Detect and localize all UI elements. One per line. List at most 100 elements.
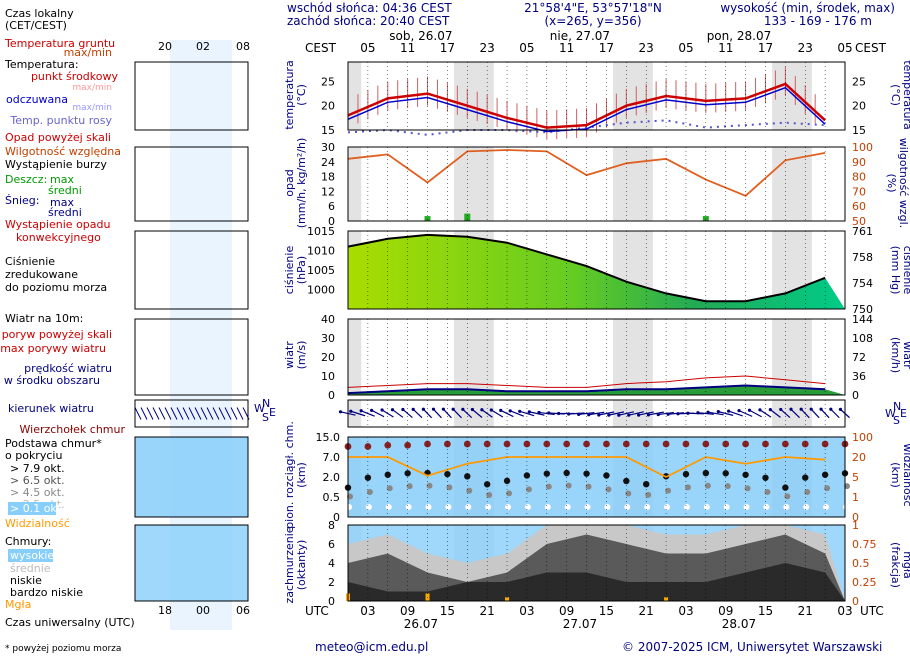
wind-arrow <box>578 412 595 415</box>
wind-tick: 10 <box>321 370 335 383</box>
cloud-base-dot-mid <box>744 485 751 492</box>
copyright: © 2007-2025 ICM, Uniwersytet Warszawski <box>622 640 882 654</box>
fog-tick: 1 <box>852 519 859 532</box>
wind-arrow-head <box>716 410 720 414</box>
top-hour-label: 11 <box>400 41 415 55</box>
wind-arrow-head <box>557 411 561 416</box>
top-hour-label: 17 <box>599 41 614 55</box>
panel-frame <box>347 524 846 602</box>
night-band <box>613 147 653 221</box>
cloud-base-dot-low <box>703 504 710 510</box>
wind-arrow-head <box>789 407 793 411</box>
cloud-base-dot-low <box>485 504 492 510</box>
pressure-line <box>347 233 826 303</box>
fog-tick: 0 <box>852 595 859 608</box>
wind-arrow-head <box>666 412 670 416</box>
okt-label: > 0.1 okt. <box>10 502 65 515</box>
wind-arrow <box>697 412 714 415</box>
rain-mean-label: średni <box>48 184 82 197</box>
rain-max-label: max <box>50 173 74 186</box>
header: wschód słońca: 04:36 CEST zachód słońca:… <box>287 1 895 28</box>
dew-point-line <box>347 119 826 136</box>
fog-tick: 0.5 <box>852 557 870 570</box>
wind-area-label: w środku obszaru <box>4 374 100 387</box>
temp-tick-right: 15 <box>852 124 866 137</box>
wind-arrow-head <box>758 408 762 412</box>
visibility-tick: 20 <box>852 451 866 464</box>
cloud-base-dot <box>603 472 610 479</box>
ground-temp-sub: max/min <box>64 46 112 59</box>
wind-arrow <box>638 411 654 416</box>
legend-wind-arrow <box>230 407 238 420</box>
wind-arrow <box>529 411 545 416</box>
bottom-hour-label: 15 <box>440 604 455 618</box>
temp-axis-unit-right: (°C) <box>889 84 902 106</box>
grid-position: (x=265, y=356) <box>544 14 641 28</box>
cloud-base-dot-mid <box>605 486 612 493</box>
rain-bar <box>702 216 709 221</box>
cloud-tip-dot <box>642 440 650 448</box>
wind-arrow <box>452 408 462 419</box>
temp-tick: 20 <box>321 100 335 113</box>
wind-arrow <box>759 409 772 418</box>
wind-arrow <box>780 408 791 419</box>
conv-precip-label-2: konwekcyjnego <box>16 231 101 244</box>
humidity-axis-unit: (%) <box>885 173 898 192</box>
local-time-label: Czas lokalny <box>5 7 74 20</box>
panel-frame <box>347 230 846 310</box>
ground-temp-label: Temperatura gruntu <box>4 37 115 50</box>
okt-highlight <box>8 502 56 515</box>
cover-tick: 8 <box>328 519 335 532</box>
cloud-base-dot-mid <box>665 487 672 494</box>
wind-arrow-head <box>587 413 591 417</box>
top-hour-label: 17 <box>440 41 455 55</box>
cl-vlow-label: bardzo niskie <box>10 586 83 599</box>
small-bottom-hour: 18 <box>158 604 172 617</box>
small-top-hour: 02 <box>196 40 210 53</box>
wind-arrow-head <box>676 412 680 416</box>
pressure-label-3: do poziomu morza <box>5 281 107 294</box>
cloud-base-dot-mid <box>704 482 711 489</box>
wind-tick-right: 108 <box>852 332 873 345</box>
cloud-tick: 15.0 <box>316 431 341 444</box>
wind-arrow-head <box>607 413 611 417</box>
cover-tick: 4 <box>328 557 335 570</box>
wind-arrow <box>481 409 493 418</box>
top-hour-label: 23 <box>480 41 495 55</box>
storm-label: Wystąpienie burzy <box>5 158 107 171</box>
night-band <box>613 62 653 130</box>
top-hour-label: 05 <box>360 41 375 55</box>
cloud-base-dot <box>643 480 650 488</box>
top-hour-label: 23 <box>639 41 654 55</box>
cloud-tip-label: Wierzchołek chmur <box>20 423 126 436</box>
legend-wind-arrow <box>224 407 232 420</box>
cloud-base-dot <box>782 484 789 491</box>
wind-arrow-head <box>489 408 493 412</box>
wind-arrow <box>433 408 442 419</box>
wind-axis-unit-right: (km/h) <box>889 337 902 373</box>
fog-label: Mgła <box>5 598 31 611</box>
cloud-base-dot-low <box>524 504 531 510</box>
cloud-base-dot-low <box>843 504 849 510</box>
night-band <box>348 147 362 221</box>
legend-panel-frame <box>134 524 249 602</box>
wind-arrow-head <box>656 412 660 417</box>
wind-arrow-head <box>527 410 531 414</box>
gust-max-label: max porywy wiatru <box>0 342 106 355</box>
temp-axis-title: temperatura <box>283 60 296 129</box>
conv-precip-label-1: Wystąpienie opadu <box>5 218 110 231</box>
night-band <box>772 62 812 130</box>
precip-tick: 24 <box>321 156 335 169</box>
wind-arrow-head <box>499 408 503 413</box>
wind-arrow-head <box>508 409 512 413</box>
fog-axis-unit: (frakcja) <box>889 542 902 588</box>
cloud-tip-dot <box>662 440 670 448</box>
wind-arrow-head <box>537 410 541 415</box>
top-hour-label: 11 <box>559 41 574 55</box>
rain-bar <box>464 213 471 221</box>
pressure-label-2: zredukowane <box>5 268 78 281</box>
wind-axis-title: wiatr <box>283 341 296 369</box>
top-hour-label: 05 <box>678 41 693 55</box>
cloud-tip-dot <box>463 440 471 448</box>
